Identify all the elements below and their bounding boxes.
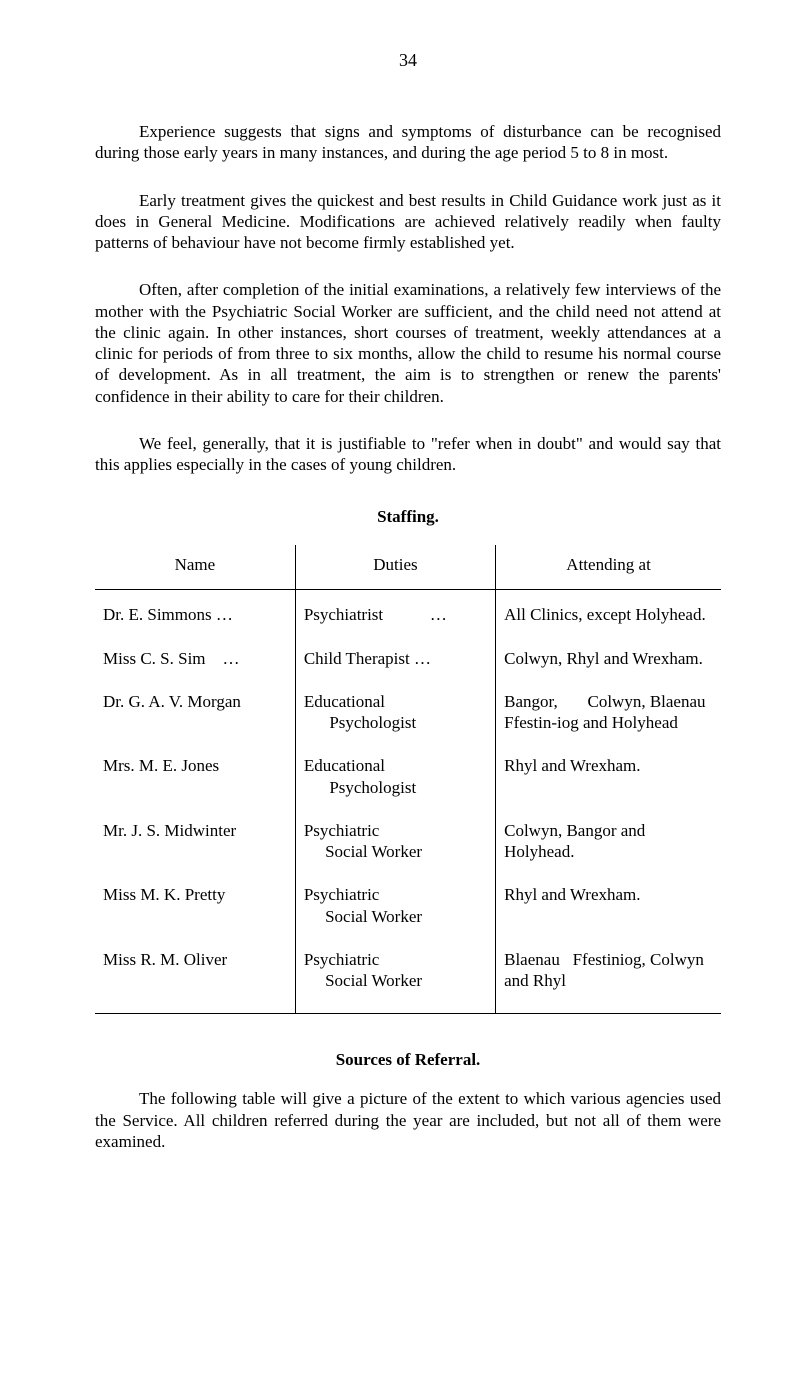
paragraph: Experience suggests that signs and sympt… (95, 121, 721, 164)
table-row: Dr. G. A. V. Morgan Educational Psycholo… (95, 677, 721, 742)
sources-heading: Sources of Referral. (95, 1050, 721, 1070)
table-row: Dr. E. Simmons … Psychiatrist … All Clin… (95, 590, 721, 634)
cell-duties: Psychiatric Social Worker (295, 806, 495, 871)
cell-name: Dr. E. Simmons … (95, 590, 295, 634)
document-page: 34 Experience suggests that signs and sy… (0, 0, 801, 1399)
col-header-name: Name (95, 545, 295, 590)
cell-duties: Psychiatric Social Worker (295, 935, 495, 1014)
paragraph: Often, after completion of the initial e… (95, 279, 721, 407)
table-row: Miss M. K. Pretty Psychiatric Social Wor… (95, 870, 721, 935)
table-row: Mr. J. S. Midwinter Psychiatric Social W… (95, 806, 721, 871)
cell-duties: Psychiatric Social Worker (295, 870, 495, 935)
cell-attending: Colwyn, Bangor and Holyhead. (496, 806, 721, 871)
cell-duties: Child Therapist … (295, 634, 495, 677)
cell-name: Mrs. M. E. Jones (95, 741, 295, 806)
paragraph: Early treatment gives the quickest and b… (95, 190, 721, 254)
table-row: Miss R. M. Oliver Psychiatric Social Wor… (95, 935, 721, 1014)
col-header-duties: Duties (295, 545, 495, 590)
cell-name: Miss R. M. Oliver (95, 935, 295, 1014)
paragraph: We feel, generally, that it is justifiab… (95, 433, 721, 476)
cell-attending: Rhyl and Wrexham. (496, 741, 721, 806)
cell-duties: Educational Psychologist (295, 741, 495, 806)
table-row: Miss C. S. Sim … Child Therapist … Colwy… (95, 634, 721, 677)
table-row: Mrs. M. E. Jones Educational Psychologis… (95, 741, 721, 806)
table-header-row: Name Duties Attending at (95, 545, 721, 590)
cell-duties: Educational Psychologist (295, 677, 495, 742)
paragraph: The following table will give a picture … (95, 1088, 721, 1152)
cell-attending: Bangor, Colwyn, Blaenau Ffestin-iog and … (496, 677, 721, 742)
cell-name: Miss M. K. Pretty (95, 870, 295, 935)
staffing-table: Name Duties Attending at Dr. E. Simmons … (95, 545, 721, 1014)
cell-attending: Rhyl and Wrexham. (496, 870, 721, 935)
cell-duties: Psychiatrist … (295, 590, 495, 634)
cell-name: Mr. J. S. Midwinter (95, 806, 295, 871)
page-number: 34 (95, 50, 721, 71)
cell-name: Dr. G. A. V. Morgan (95, 677, 295, 742)
cell-name: Miss C. S. Sim … (95, 634, 295, 677)
cell-attending: All Clinics, except Holyhead. (496, 590, 721, 634)
cell-attending: Colwyn, Rhyl and Wrexham. (496, 634, 721, 677)
cell-attending: Blaenau Ffestiniog, Colwyn and Rhyl (496, 935, 721, 1014)
col-header-attending: Attending at (496, 545, 721, 590)
staffing-heading: Staffing. (95, 507, 721, 527)
